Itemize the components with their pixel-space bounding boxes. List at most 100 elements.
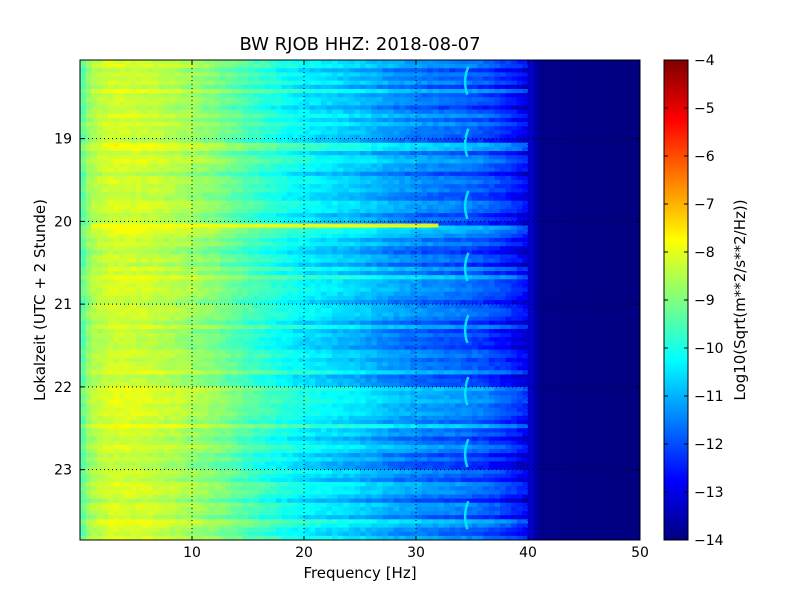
heatmap-cell: [315, 126, 322, 131]
heatmap-cell: [315, 171, 322, 177]
heatmap-cell: [337, 175, 344, 181]
heatmap-cell: [449, 93, 456, 98]
heatmap-cell: [231, 175, 238, 181]
heatmap-cell: [197, 204, 204, 210]
heatmap-cell: [242, 192, 249, 198]
heatmap-cell: [634, 208, 640, 214]
heatmap-cell: [460, 84, 467, 90]
heatmap-cell: [595, 233, 602, 239]
heatmap-cell: [500, 68, 507, 74]
heatmap-cell: [264, 138, 271, 144]
heatmap-cell: [444, 188, 451, 194]
heatmap-cell: [320, 84, 327, 90]
heatmap-cell: [214, 196, 221, 202]
heatmap-cell: [561, 72, 568, 78]
heatmap-cell: [388, 250, 395, 256]
heatmap-cell: [556, 64, 563, 69]
heatmap-cell: [320, 130, 327, 136]
heatmap-cell: [455, 64, 462, 69]
heatmap-cell: [326, 84, 333, 90]
heatmap-cell: [544, 109, 551, 115]
heatmap-cell: [460, 171, 467, 177]
heatmap-cell: [472, 242, 479, 247]
heatmap-cell: [449, 262, 456, 268]
heatmap-cell: [91, 130, 98, 136]
heatmap-cell: [276, 204, 283, 210]
heatmap-cell: [533, 246, 540, 251]
heatmap-cell: [141, 167, 148, 173]
heatmap-cell: [578, 225, 585, 231]
heatmap-cell: [298, 242, 305, 247]
heatmap-cell: [225, 246, 232, 251]
heatmap-cell: [175, 151, 182, 156]
heatmap-cell: [466, 250, 473, 256]
heatmap-cell: [169, 175, 176, 181]
heatmap-cell: [242, 217, 249, 222]
heatmap-cell: [360, 167, 367, 173]
heatmap-cell: [332, 204, 339, 210]
heatmap-cell: [326, 196, 333, 202]
heatmap-cell: [253, 208, 260, 214]
heatmap-cell: [416, 196, 423, 202]
heatmap-cell: [528, 80, 535, 86]
heatmap-cell: [231, 250, 238, 256]
heatmap-cell: [320, 117, 327, 123]
heatmap-cell: [388, 175, 395, 181]
heatmap-cell: [354, 130, 361, 136]
heatmap-cell: [281, 142, 288, 148]
heatmap-cell: [102, 72, 109, 78]
heatmap-cell: [315, 159, 322, 165]
heatmap-cell: [158, 204, 165, 210]
heatmap-cell: [528, 167, 535, 173]
heatmap-cell: [634, 233, 640, 239]
heatmap-cell: [192, 200, 199, 206]
heatmap-cell: [337, 163, 344, 169]
heatmap-cell: [561, 171, 568, 177]
heatmap-cell: [315, 258, 322, 264]
heatmap-cell: [634, 159, 640, 165]
heatmap-cell: [511, 221, 518, 227]
heatmap-cell: [102, 134, 109, 140]
heatmap-cell: [365, 72, 372, 78]
heatmap-cell: [225, 192, 232, 198]
heatmap-cell: [242, 188, 249, 194]
heatmap-cell: [158, 180, 165, 185]
heatmap-cell: [253, 204, 260, 210]
heatmap-cell: [505, 68, 512, 74]
heatmap-cell: [449, 200, 456, 206]
heatmap-cell: [175, 213, 182, 218]
heatmap-cell: [371, 138, 378, 144]
heatmap-cell: [315, 155, 322, 160]
heatmap-cell: [326, 254, 333, 260]
heatmap-cell: [276, 105, 283, 111]
heatmap-cell: [152, 151, 159, 156]
heatmap-cell: [460, 113, 467, 119]
heatmap-cell: [444, 159, 451, 165]
heatmap-cell: [231, 229, 238, 235]
heatmap-cell: [264, 84, 271, 90]
heatmap-cell: [108, 88, 115, 94]
heatmap-cell: [158, 72, 165, 78]
heatmap-cell: [578, 180, 585, 185]
heatmap-cell: [264, 72, 271, 78]
heatmap-cell: [298, 175, 305, 181]
heatmap-cell: [141, 105, 148, 111]
heatmap-cell: [309, 97, 316, 102]
heatmap-cell: [416, 242, 423, 247]
heatmap-cell: [130, 76, 137, 82]
heatmap-cell: [320, 93, 327, 98]
heatmap-cell: [343, 88, 350, 94]
heatmap-cell: [578, 250, 585, 256]
heatmap-cell: [276, 213, 283, 218]
heatmap-cell: [102, 229, 109, 235]
heatmap-cell: [376, 163, 383, 169]
heatmap-cell: [595, 72, 602, 78]
heatmap-cell: [427, 171, 434, 177]
heatmap-cell: [466, 184, 473, 189]
heatmap-cell: [505, 171, 512, 177]
heatmap-cell: [130, 258, 137, 264]
heatmap-cell: [225, 93, 232, 98]
heatmap-cell: [85, 122, 92, 127]
heatmap-cell: [488, 68, 495, 74]
heatmap-cell: [309, 258, 316, 264]
